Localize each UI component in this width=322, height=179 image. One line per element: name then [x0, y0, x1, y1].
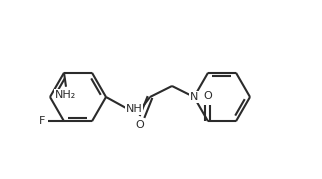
Text: O: O: [136, 120, 144, 130]
Text: F: F: [39, 116, 45, 126]
Text: O: O: [204, 91, 213, 101]
Text: NH: NH: [126, 104, 142, 114]
Text: N: N: [190, 92, 198, 102]
Text: NH₂: NH₂: [55, 90, 77, 100]
